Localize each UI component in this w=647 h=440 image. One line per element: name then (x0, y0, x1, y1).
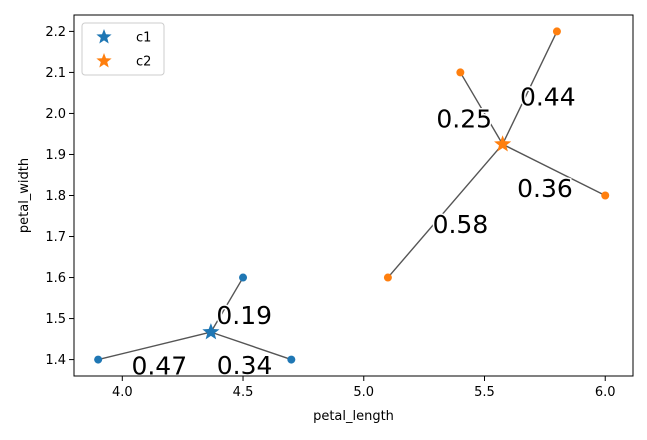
y-tick-label: 2.2 (45, 25, 66, 40)
distance-label: 0.58 (433, 210, 489, 239)
legend-box (81, 22, 165, 76)
data-point (94, 355, 103, 364)
legend-label: c2 (136, 55, 151, 70)
x-tick-label: 4.5 (233, 385, 254, 400)
y-tick-label: 1.6 (45, 271, 66, 286)
centroid-marker (202, 323, 220, 340)
y-tick-label: 2.1 (45, 66, 66, 81)
distance-line (387, 143, 504, 279)
centroid-marker (494, 135, 512, 152)
data-point (601, 191, 610, 200)
legend: c1 c2 (81, 22, 165, 76)
distance-label: 0.34 (217, 351, 273, 380)
distance-line (97, 331, 212, 361)
distance-label: 0.19 (216, 301, 272, 330)
x-tick-label: 5.5 (474, 385, 495, 400)
y-tick-label: 2.0 (45, 107, 66, 122)
legend-marker (96, 29, 112, 44)
data-point (287, 355, 296, 364)
plot-area: 0.470.190.340.580.250.440.36 (94, 27, 610, 382)
y-tick-label: 1.7 (45, 230, 66, 245)
distance-label: 0.36 (517, 174, 573, 203)
x-axis: 4.0 4.5 5.0 5.5 6.0 (112, 376, 616, 400)
data-point (239, 273, 248, 282)
y-axis: 1.4 1.5 1.6 1.7 1.8 1.9 2.0 2.1 2.2 (45, 25, 74, 368)
data-point (456, 68, 465, 77)
distance-line (210, 331, 292, 361)
distance-line (502, 143, 606, 197)
distance-label: 0.44 (520, 83, 576, 112)
y-tick-label: 1.9 (45, 148, 66, 163)
x-tick-label: 5.0 (353, 385, 374, 400)
x-tick-label: 6.0 (595, 385, 616, 400)
distance-line (501, 31, 558, 145)
legend-label: c1 (136, 31, 151, 46)
data-point (383, 273, 392, 282)
distance-label: 0.25 (436, 105, 492, 134)
distance-line (210, 277, 244, 333)
y-tick-label: 1.5 (45, 312, 66, 327)
y-tick-label: 1.4 (45, 353, 66, 368)
legend-marker (96, 53, 112, 68)
y-axis-label: petal_width (17, 158, 32, 233)
data-point (552, 27, 561, 36)
x-tick-label: 4.0 (112, 385, 133, 400)
distance-line (459, 72, 504, 145)
x-axis-label: petal_length (313, 409, 394, 424)
y-tick-label: 1.8 (45, 189, 66, 204)
